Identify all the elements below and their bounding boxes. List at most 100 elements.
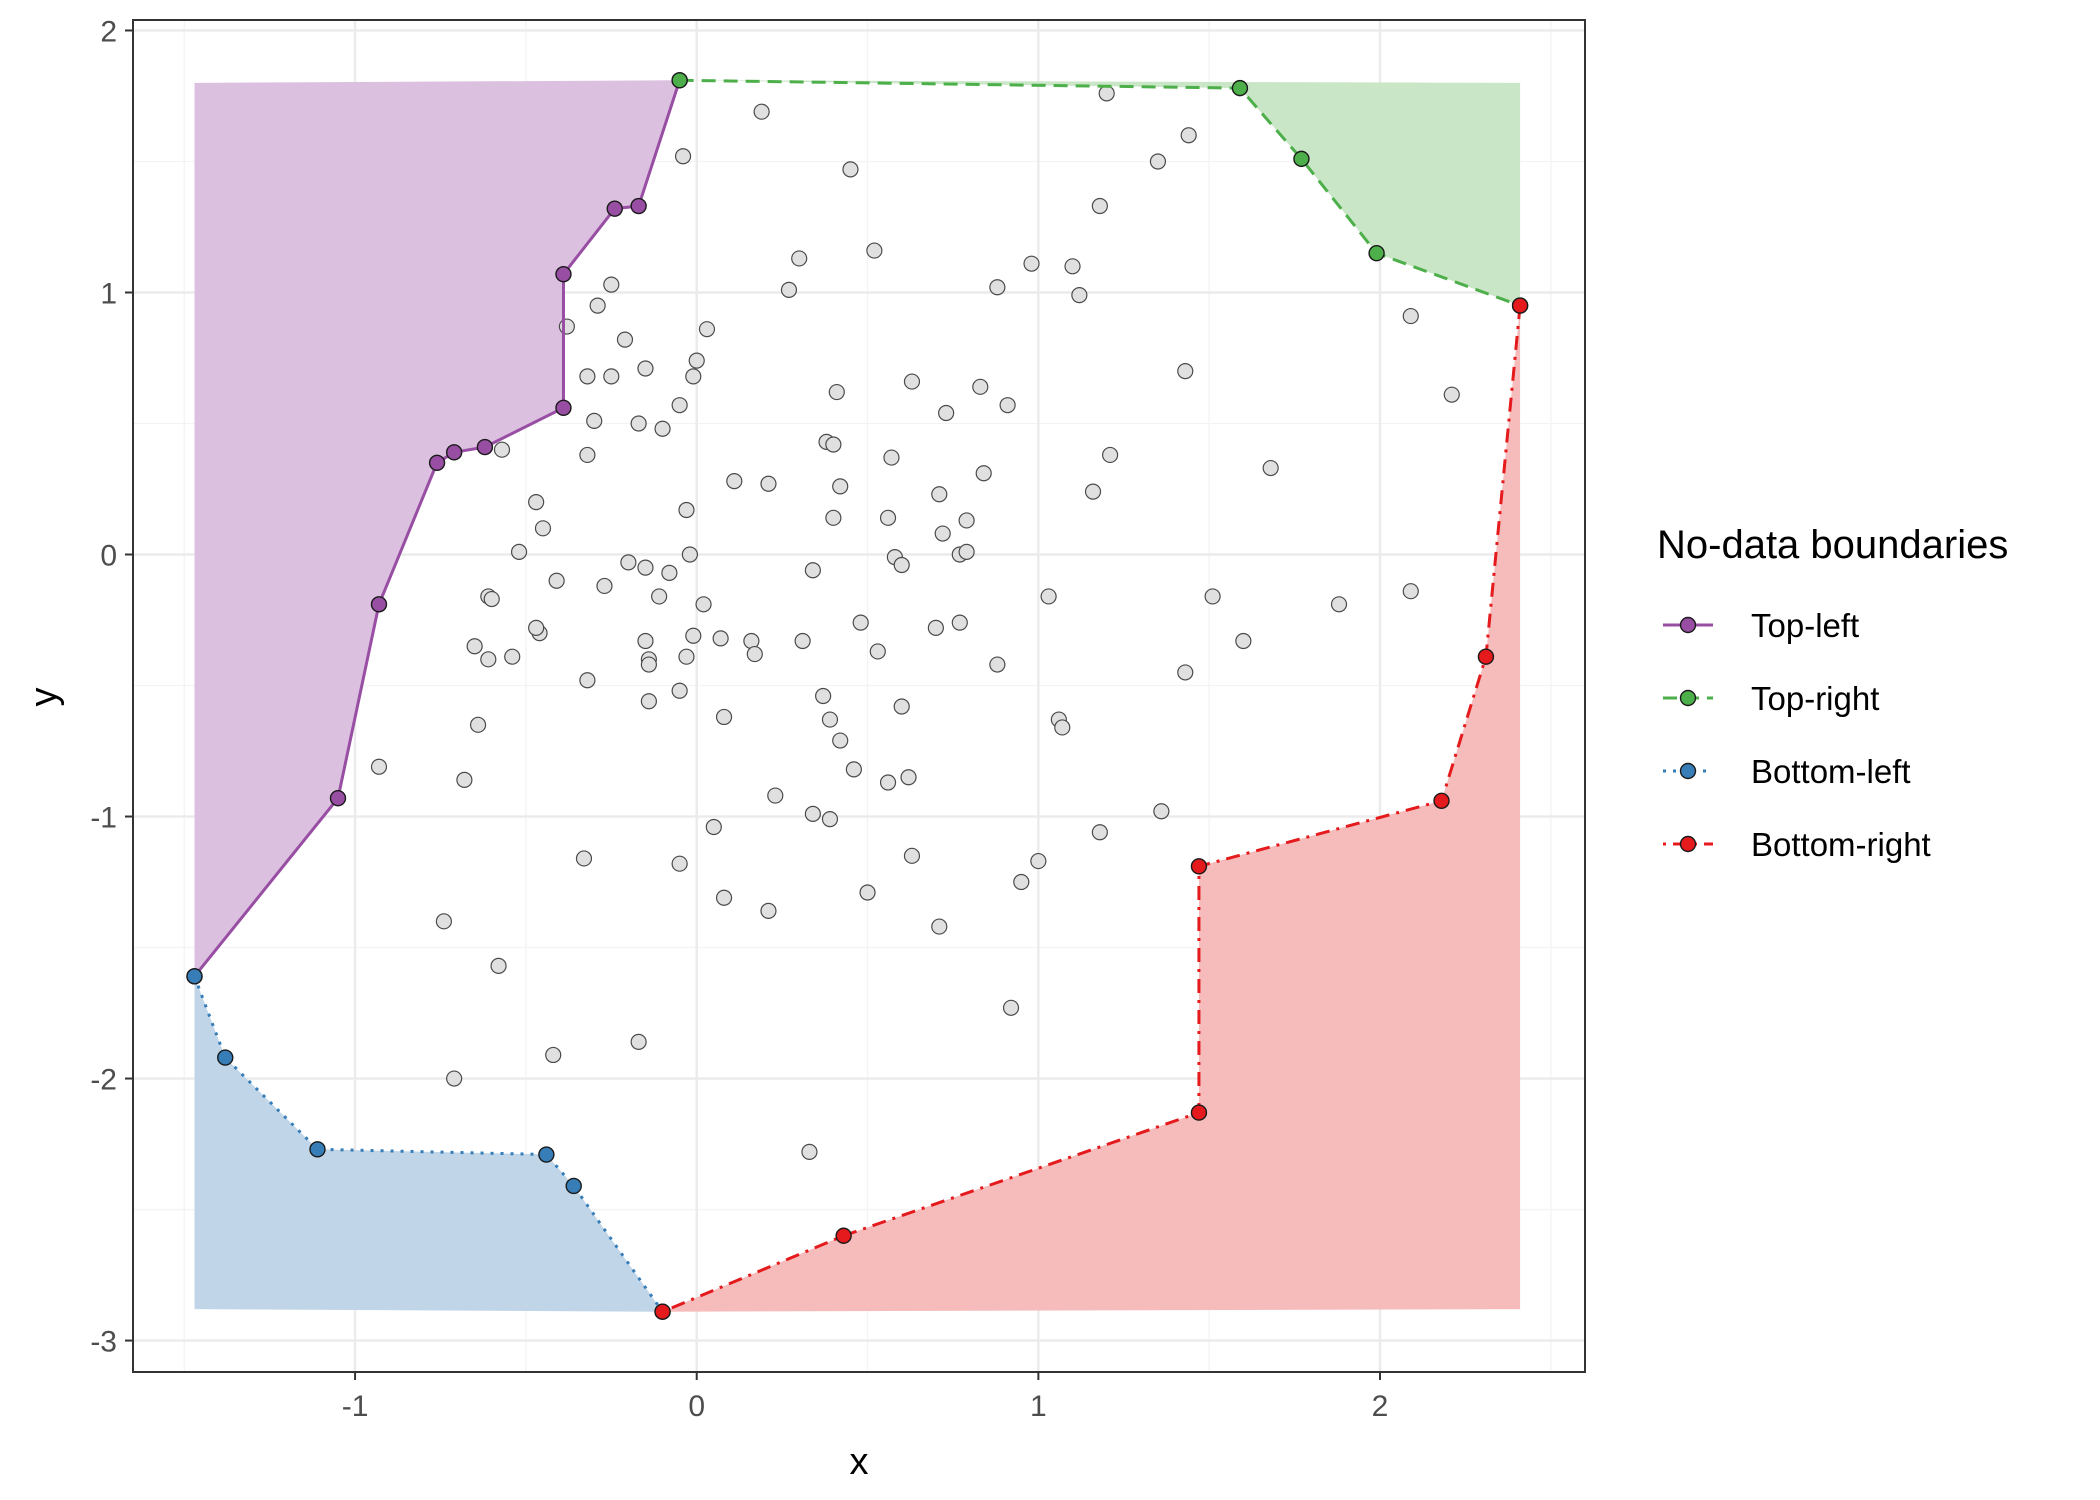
- data-point: [893, 556, 910, 574]
- data-point: [370, 758, 388, 775]
- boundary-point-top-left: [606, 200, 623, 217]
- data-point: [767, 787, 784, 804]
- boundary-markers: [186, 72, 1529, 1320]
- data-point: [715, 708, 733, 726]
- boundary-line-bottom-left: [193, 975, 664, 1313]
- data-point: [821, 811, 839, 828]
- data-point: [842, 161, 859, 178]
- data-point: [893, 698, 910, 715]
- y-tick-label: 0: [100, 540, 117, 573]
- data-point: [859, 884, 876, 901]
- y-tick-label: -1: [90, 802, 117, 835]
- legend-label-top-left: Top-left: [1751, 607, 1859, 644]
- data-point: [780, 281, 798, 298]
- y-tick-label: -3: [90, 1326, 117, 1359]
- y-tick-label: 2: [100, 15, 117, 48]
- data-point: [883, 449, 900, 466]
- data-point: [671, 397, 688, 414]
- data-point: [637, 360, 654, 377]
- data-point: [510, 543, 528, 560]
- boundary-line-top-right: [679, 78, 1521, 308]
- boundary-point-top-left: [428, 454, 446, 472]
- x-tick-label: 1: [1030, 1390, 1047, 1423]
- fill-region-top-left: [194, 80, 680, 977]
- legend-label-top-right: Top-right: [1751, 680, 1879, 717]
- data-point: [640, 693, 657, 710]
- data-point: [446, 1070, 463, 1087]
- y-tick-label: -2: [90, 1064, 117, 1097]
- boundary-point-bottom-right: [654, 1303, 671, 1320]
- data-point: [1204, 588, 1221, 605]
- boundary-point-top-right: [1368, 244, 1385, 262]
- data-point: [715, 889, 733, 906]
- data-point: [630, 415, 647, 432]
- data-point: [579, 446, 596, 464]
- data-point: [975, 465, 992, 482]
- data-point: [879, 774, 897, 791]
- boundary-point-bottom-left: [538, 1146, 555, 1163]
- boundary-point-bottom-left: [309, 1141, 326, 1158]
- legend-title: No-data boundaries: [1657, 523, 2008, 567]
- legend-label-bottom-left: Bottom-left: [1751, 753, 1911, 790]
- data-point: [579, 672, 596, 689]
- data-point: [1262, 459, 1279, 477]
- data-point: [596, 577, 613, 595]
- data-point: [640, 656, 657, 673]
- boundary-point-bottom-left: [186, 968, 203, 985]
- boundary-point-top-left: [630, 197, 647, 215]
- data-point: [1064, 258, 1081, 275]
- data-point: [712, 630, 729, 647]
- data-point: [466, 638, 483, 655]
- plot-panel-border: [132, 19, 1586, 1373]
- data-point: [828, 383, 845, 401]
- data-point: [999, 397, 1016, 414]
- data-point: [989, 279, 1006, 296]
- data-point: [586, 412, 603, 429]
- data-point: [528, 494, 545, 511]
- boundary-point-bottom-right: [835, 1227, 852, 1244]
- data-point: [630, 1033, 647, 1050]
- legend-key-point-bottom-left: [1679, 762, 1697, 780]
- legend-key-point-bottom-right: [1679, 835, 1697, 853]
- data-point: [661, 564, 678, 581]
- data-point: [603, 276, 620, 293]
- data-point: [804, 805, 821, 823]
- data-point: [1102, 446, 1119, 464]
- data-point: [958, 543, 975, 560]
- data-point: [671, 855, 688, 872]
- boundary-point-top-right: [1231, 79, 1249, 97]
- data-point: [637, 632, 654, 650]
- data-point: [705, 818, 722, 836]
- data-point: [637, 559, 654, 576]
- data-point: [685, 368, 702, 385]
- data-point: [931, 486, 948, 503]
- data-point: [603, 368, 620, 385]
- data-point: [794, 632, 811, 650]
- boundary-point-bottom-right: [1511, 297, 1529, 314]
- data-point: [681, 546, 698, 563]
- data-point: [678, 648, 695, 665]
- x-tick-label: 2: [1372, 1390, 1389, 1423]
- data-point: [1149, 153, 1167, 170]
- data-point: [1235, 632, 1252, 650]
- legend-entries: Top-left Top-right Bottom-left Bottom-right: [1663, 607, 1931, 863]
- data-point: [1084, 483, 1102, 500]
- data-point: [1402, 583, 1419, 600]
- data-point: [801, 1143, 818, 1161]
- data-point: [760, 475, 777, 492]
- data-point: [958, 512, 975, 529]
- data-point: [1443, 386, 1460, 403]
- data-point: [753, 103, 770, 120]
- data-point: [1098, 85, 1115, 102]
- data-point: [989, 656, 1006, 673]
- y-axis-title: y: [23, 688, 65, 707]
- data-point: [804, 562, 821, 579]
- data-point: [1177, 363, 1194, 380]
- data-point: [1013, 873, 1030, 891]
- data-point: [1177, 664, 1194, 681]
- boundary-point-bottom-left: [217, 1049, 234, 1066]
- data-point: [589, 297, 606, 314]
- x-axis-title: x: [850, 1441, 869, 1483]
- data-point: [972, 378, 989, 395]
